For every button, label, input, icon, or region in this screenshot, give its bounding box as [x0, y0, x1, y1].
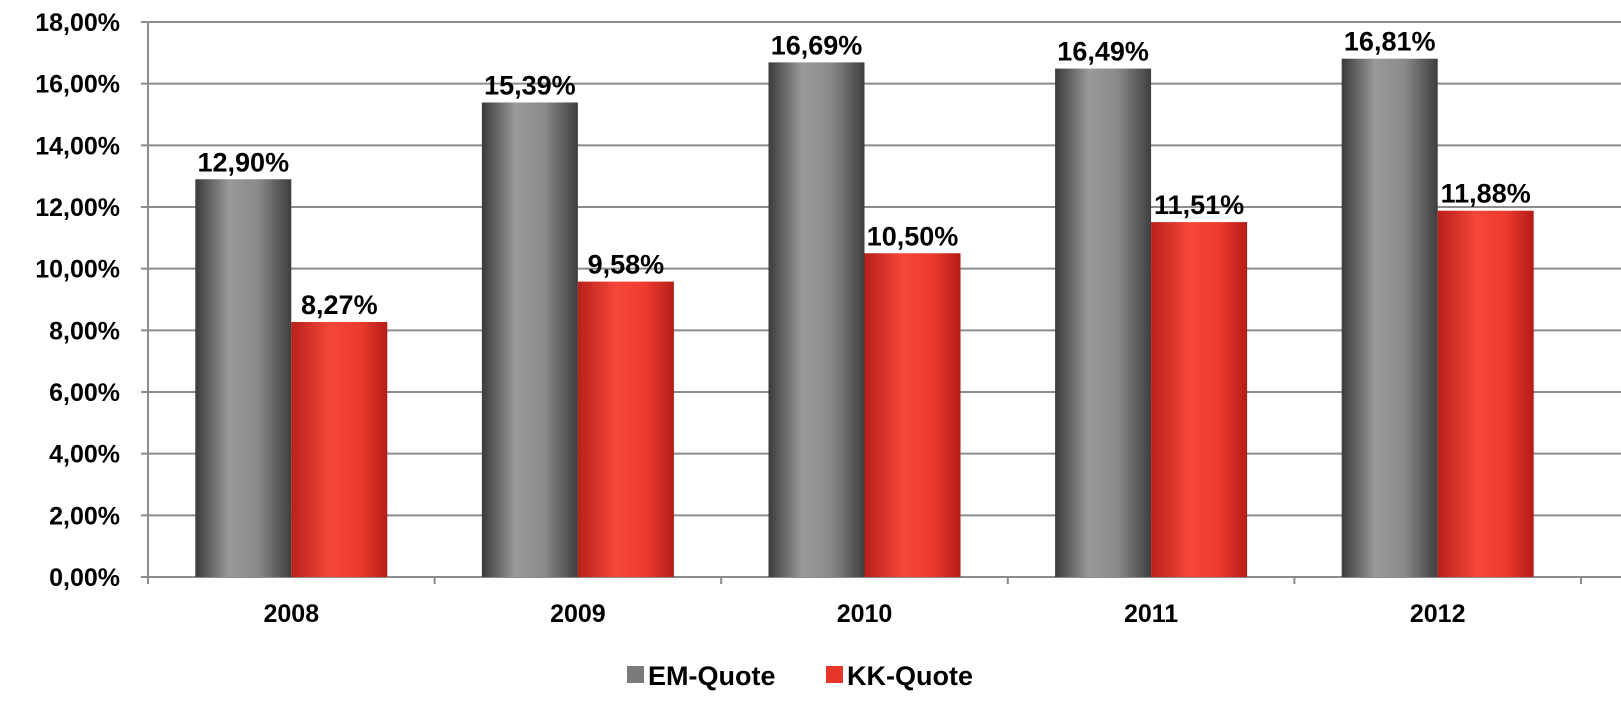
x-category-label: 2011	[1124, 600, 1178, 628]
legend-label: EM-Quote	[648, 661, 776, 691]
legend: EM-Quote KK-Quote	[627, 661, 973, 691]
bar-em-quote	[768, 62, 865, 578]
data-label: 8,27%	[301, 290, 378, 320]
data-label: 16,49%	[1057, 37, 1149, 67]
x-category-label: 2012	[1410, 600, 1466, 628]
data-label: 16,69%	[771, 30, 863, 60]
data-label: 12,90%	[198, 147, 290, 177]
y-tick-label: 0,00%	[49, 564, 120, 592]
bar-kk-quote	[864, 253, 961, 577]
data-label: 11,51%	[1154, 190, 1244, 220]
x-category-label: 2009	[550, 600, 606, 628]
legend-swatch	[627, 666, 644, 683]
bars	[195, 58, 1534, 578]
bar-kk-quote	[1151, 222, 1248, 577]
data-labels: 12,90% 8,27% 15,39% 9,58% 16,69% 10,50% 16,49%…	[198, 27, 1531, 320]
bar-em-quote	[1341, 58, 1438, 578]
data-label: 11,88%	[1441, 179, 1531, 209]
y-tick-label: 12,00%	[35, 194, 120, 222]
y-tick-label: 10,00%	[35, 256, 120, 284]
bar-kk-quote	[1437, 210, 1534, 577]
y-tick-label: 2,00%	[49, 502, 120, 530]
y-tick-label: 14,00%	[35, 132, 120, 160]
data-label: 9,58%	[588, 250, 665, 280]
y-tick-label: 16,00%	[35, 71, 120, 99]
bar-em-quote	[195, 179, 292, 577]
x-category-label: 2008	[263, 600, 319, 628]
y-tick-label: 18,00%	[35, 9, 120, 37]
bar-kk-quote	[291, 322, 388, 577]
x-category-label: 2010	[837, 600, 893, 628]
y-tick-label: 6,00%	[49, 379, 120, 407]
legend-swatch	[826, 666, 843, 683]
bar-em-quote	[481, 102, 578, 577]
data-label: 15,39%	[484, 70, 576, 100]
data-label: 10,50%	[867, 221, 959, 251]
y-tick-label: 4,00%	[49, 441, 120, 469]
legend-label: KK-Quote	[847, 661, 973, 691]
bar-em-quote	[1055, 68, 1152, 577]
y-tick-label: 8,00%	[49, 317, 120, 345]
data-label: 16,81%	[1344, 27, 1436, 57]
bar-kk-quote	[577, 281, 674, 577]
